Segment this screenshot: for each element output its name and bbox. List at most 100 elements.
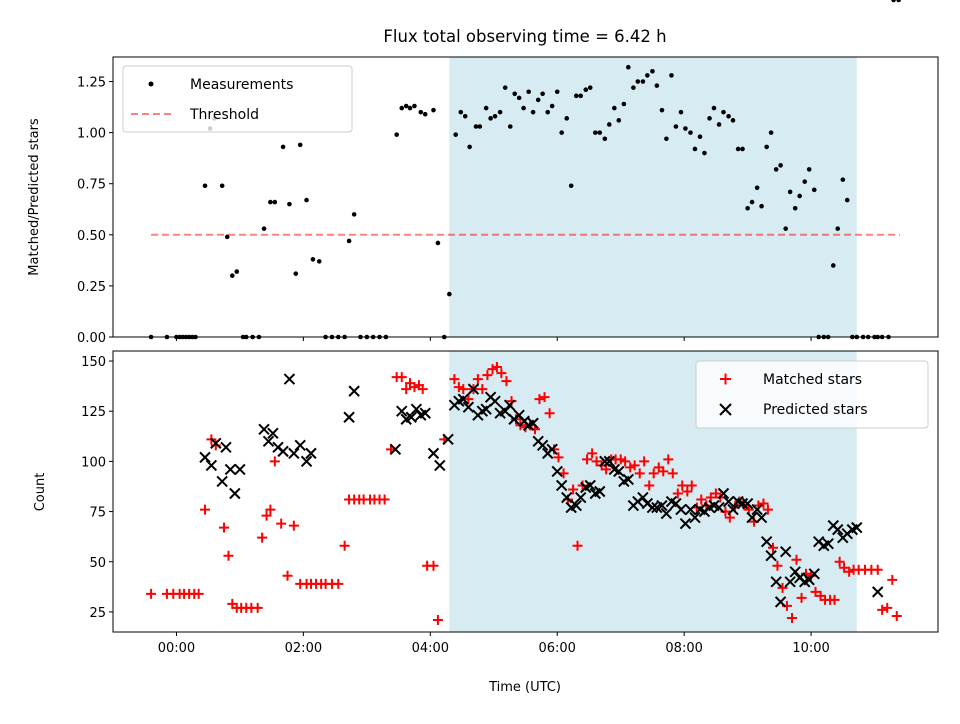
matched-point [762,504,773,515]
predicted-point [234,463,246,476]
matched-point [844,566,855,577]
measurement-point [535,97,541,103]
predicted-point [613,465,625,478]
predicted-point [872,586,884,598]
predicted-point [499,405,511,417]
top-ytick-label: 1.00 [77,127,106,142]
predicted-point [348,385,360,397]
measurement-point [612,105,617,111]
matched-point [696,494,707,505]
matched-point [667,468,678,479]
measurement-point [773,167,779,172]
matched-point [453,382,464,393]
matched-point [534,394,545,405]
measurement-point [219,183,225,189]
top-yticks: 0.00 0.25 0.50 0.75 1.00 1.25 [77,76,113,346]
top-ytick-label: 1.25 [77,76,106,91]
measurement-point [745,205,750,211]
matched-point [634,468,645,479]
predicted-point [689,511,701,524]
predicted-point [199,451,211,464]
measurement-point [626,64,631,70]
matched-point [223,550,234,561]
predicted-point [427,447,440,460]
predicted-point [262,435,275,448]
matched-point [658,466,669,477]
measurement-point [453,132,458,137]
measurement-point [272,199,278,205]
measurement-point [792,205,798,211]
measurement-point [640,79,646,84]
measurement-point [346,238,352,244]
measurement-point [631,85,636,90]
measurement-point [516,95,522,101]
measurement-point [811,187,817,193]
matched-point [834,556,845,567]
top-panel: 0.00 0.25 0.50 0.75 1.00 1.25 Matched/Predict… [27,0,939,346]
measurement-point [477,124,483,129]
predicted-point [599,455,611,468]
measurement-point [399,105,405,111]
matched-point [629,460,640,471]
matched-point [891,610,902,621]
matched-point [257,532,268,543]
matched-point [791,554,802,565]
predicted-point [727,503,739,516]
top-axes-frame [112,56,939,338]
measurement-point [726,113,731,119]
measurement-point [462,113,468,119]
top-ytick-label: 0.75 [77,178,106,193]
predicted-point [760,535,773,548]
predicted-point [746,511,758,524]
measurement-point [467,144,472,150]
matched-point [872,564,883,575]
predicted-point [536,439,549,452]
matched-point [686,480,697,491]
matched-point [379,494,390,505]
predicted-point [575,491,587,504]
measurement-point [835,226,841,231]
measurement-point [280,144,286,150]
predicted-point [675,503,687,516]
measurement-point [597,130,603,135]
measurement-point [540,91,545,97]
matched-point [261,510,272,521]
predicted-point [343,411,355,423]
measurement-point [844,197,850,203]
measurement-point [891,0,896,3]
measurement-point [261,226,267,231]
matched-point [417,384,428,395]
measurement-point [650,69,655,74]
predicted-point [784,576,796,588]
matched-point [553,452,564,463]
bottom-axes-frame [112,350,939,633]
measurement-point [418,109,424,115]
predicted-point [722,495,735,508]
measurement-point [412,103,417,109]
matched-point [428,560,439,571]
measurement-point [749,199,755,205]
measurement-point [583,87,589,93]
matched-point [146,588,157,599]
measurement-point [230,273,235,278]
measurement-point [669,73,674,78]
bottom-legend-box [695,360,929,429]
matched-point [282,570,293,581]
measurement-point [783,226,788,231]
measurement-point [606,122,612,127]
matched-point [219,522,230,533]
matched-point [477,384,488,395]
measurement-point [554,89,560,95]
top-xticks [175,337,812,341]
predicted-point [755,511,768,524]
matched-point [193,588,204,599]
legend-measurements-label: Measurements [190,77,293,93]
matched-point [544,408,555,419]
measurement-point [526,89,531,95]
measurement-point [488,116,493,121]
matched-point [396,372,407,383]
measurement-point [564,116,570,121]
measurement-point [549,103,555,109]
matched-point [339,540,350,551]
measurement-point [507,124,513,129]
